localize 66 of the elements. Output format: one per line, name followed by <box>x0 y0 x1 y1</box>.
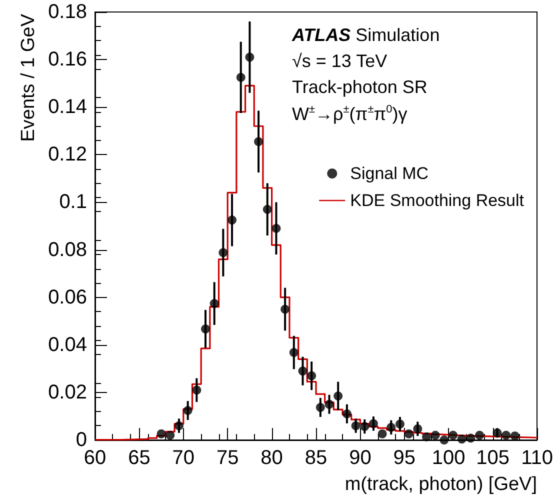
point <box>245 52 254 62</box>
point <box>342 409 352 418</box>
x-tick-label: 70 <box>172 447 195 469</box>
point <box>218 248 228 258</box>
annotation: Track-photon SR <box>292 77 428 97</box>
point <box>440 436 449 444</box>
x-tick-label: 85 <box>304 447 328 469</box>
point <box>174 421 184 430</box>
legend-label: Signal MC <box>350 164 429 183</box>
point <box>156 429 166 438</box>
x-tick-label: 65 <box>128 447 150 469</box>
point <box>404 429 414 438</box>
point <box>289 348 298 357</box>
x-tick-label: 95 <box>393 447 416 469</box>
point <box>272 224 281 233</box>
point <box>466 434 476 443</box>
point <box>166 430 175 440</box>
x-tick-label: 105 <box>476 447 510 469</box>
point <box>386 422 396 432</box>
point <box>228 216 237 225</box>
x-tick-label: 90 <box>349 447 372 469</box>
y-tick-label: 0.18 <box>48 1 87 23</box>
point <box>307 371 316 380</box>
point <box>280 304 290 314</box>
x-tick-label: 80 <box>260 447 283 469</box>
point <box>334 392 343 401</box>
point <box>492 428 502 438</box>
x-tick-label: 110 <box>521 447 553 469</box>
point <box>395 420 404 429</box>
point <box>324 400 334 409</box>
y-tick-label: 0.12 <box>48 144 87 166</box>
point <box>510 431 520 440</box>
annotation: ATLAS Simulation <box>291 25 440 45</box>
point <box>254 137 264 146</box>
point <box>201 324 210 334</box>
x-tick-label: 75 <box>216 447 239 469</box>
point <box>192 386 202 395</box>
point <box>262 204 272 214</box>
y-tick-label: 0.16 <box>48 48 87 71</box>
point <box>236 72 246 82</box>
x-axis-title: m(track, photon) [GeV] <box>344 474 538 495</box>
y-axis-title: Events / 1 GeV <box>18 14 39 142</box>
point <box>368 419 378 428</box>
point <box>360 422 370 431</box>
point <box>183 406 192 416</box>
legend-label: KDE Smoothing Result <box>350 191 524 210</box>
annotation: √s = 13 TeV <box>292 51 388 71</box>
point <box>457 434 466 444</box>
point <box>422 432 431 442</box>
point <box>298 366 308 376</box>
point <box>351 421 360 430</box>
point <box>210 299 219 308</box>
point <box>448 430 458 440</box>
point <box>378 429 387 438</box>
point <box>502 430 511 440</box>
x-tick-label: 100 <box>432 447 466 469</box>
y-tick-label: 0.04 <box>48 334 87 356</box>
point <box>316 402 325 412</box>
point <box>475 430 484 440</box>
point <box>413 424 422 434</box>
y-tick-label: 0.14 <box>48 96 87 118</box>
y-tick-label: 0.08 <box>48 238 87 261</box>
y-tick-label: 0.02 <box>48 381 87 404</box>
point <box>430 430 440 440</box>
y-tick-label: 0.1 <box>59 191 87 214</box>
y-tick-label: 0.06 <box>48 286 87 308</box>
